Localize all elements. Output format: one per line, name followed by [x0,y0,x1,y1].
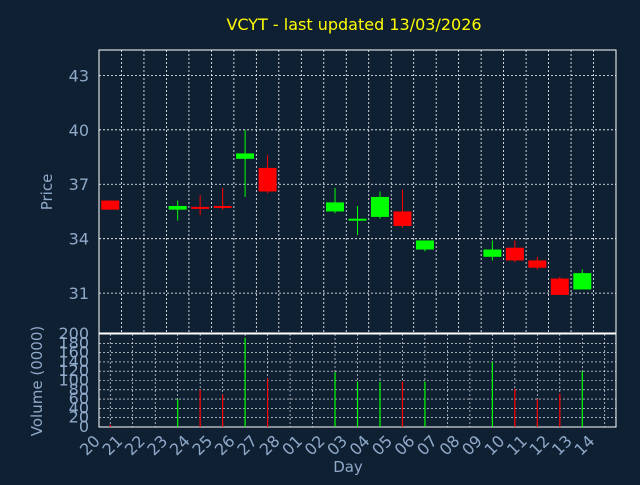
price-tick-label: 34 [69,230,89,249]
volume-tick-label: 40 [69,398,89,417]
volume-tick-label: 100 [58,371,89,390]
candle-body [483,249,502,257]
volume-tick-label: 20 [69,408,89,427]
chart-title: VCYT - last updated 13/03/2026 [226,15,481,34]
candle-body [393,211,412,226]
volume-tick-label: 60 [69,389,89,408]
candle-body [213,206,232,209]
candle-body [348,218,367,221]
price-panel: 31 34 37 40 43 [69,49,617,334]
volume-tick-label: 80 [69,380,89,399]
volume-tick-label: 200 [58,324,89,343]
price-tick-label: 43 [69,66,89,85]
candle-body [101,200,120,210]
candle-body [236,153,255,159]
volume-tick-label: 140 [58,352,89,371]
volume-axis-label: Volume (0000) [28,326,46,436]
candle-body [168,206,187,210]
candle-body [415,240,434,250]
x-axis: 2021222324252627280102030405060708091011… [76,431,598,459]
price-tick-label: 31 [69,284,89,303]
candle-body [528,260,547,268]
volume-tick-label: 180 [58,333,89,352]
candle-body [326,202,345,212]
day-axis-label: Day [333,458,363,476]
volume-tick-label: 120 [58,361,89,380]
volume-tick-label: 160 [58,343,89,362]
price-axis-label: Price [38,174,56,211]
price-tick-label: 37 [69,175,89,194]
candle-body [573,273,592,290]
candle-body [191,206,210,209]
candle-body [258,167,277,192]
volume-tick-label: 0 [79,417,89,436]
candle-body [550,278,569,295]
candle-body [505,247,524,261]
price-tick-label: 40 [69,121,89,140]
price-frame [98,49,617,334]
x-tick-label: 14 [571,431,599,459]
candle-body [370,196,389,217]
